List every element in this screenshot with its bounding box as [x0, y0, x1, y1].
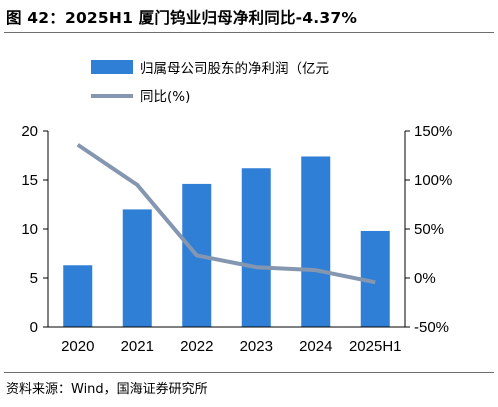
right-tick-label: 100%	[414, 172, 452, 189]
bar	[301, 156, 331, 327]
title-divider	[4, 32, 494, 33]
left-tick-label: 15	[21, 172, 38, 189]
x-tick-label: 2022	[180, 338, 213, 355]
legend-bar-label: 归属母公司股东的净利润（亿元	[140, 60, 329, 77]
x-tick-label: 2021	[121, 338, 154, 355]
right-y-axis: -50% 0% 50% 100% 150%	[404, 123, 452, 336]
right-tick-label: 50%	[414, 221, 444, 238]
left-y-axis: 0 5 10 15 20	[21, 123, 49, 336]
right-tick-label: 0%	[414, 270, 436, 287]
source-note: 资料来源：Wind，国海证券研究所	[6, 382, 208, 397]
bar	[63, 265, 93, 327]
left-tick-label: 5	[30, 270, 38, 287]
yoy-line	[76, 143, 376, 285]
right-tick-label: 150%	[414, 123, 452, 140]
bar	[241, 168, 271, 327]
figure-title: 图 42：2025H1 厦门钨业归母净利同比-4.37%	[6, 9, 358, 27]
left-tick-label: 10	[21, 221, 38, 238]
bar	[122, 209, 152, 327]
x-tick-label: 2020	[61, 338, 94, 355]
left-tick-label: 20	[21, 123, 38, 140]
footer-divider	[4, 372, 494, 373]
left-tick-label: 0	[30, 319, 38, 336]
right-tick-label: -50%	[414, 319, 449, 336]
x-tick-label: 2024	[299, 338, 332, 355]
x-axis: 2020 2021 2022 2023 2024 2025H1	[48, 326, 405, 355]
legend-bar-swatch	[91, 60, 133, 74]
x-tick-label: 2023	[240, 338, 273, 355]
line-series	[76, 143, 376, 285]
legend-line-label: 同比(%)	[140, 89, 190, 105]
x-tick-label: 2025H1	[349, 338, 402, 355]
bar-series	[63, 156, 390, 327]
